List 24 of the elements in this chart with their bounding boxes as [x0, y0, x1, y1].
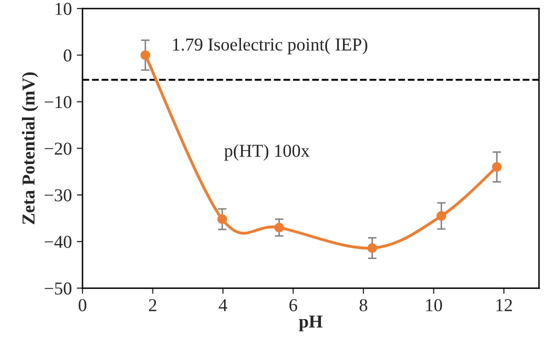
- x-tick-label: 0: [78, 299, 86, 312]
- y-tick-label: 0: [64, 49, 72, 62]
- y-tick-label: −50: [44, 282, 72, 295]
- x-tick-label: 10: [426, 299, 442, 312]
- annotation: 1.79 Isoelectric point( IEP): [173, 38, 368, 54]
- x-tick-label: 12: [496, 299, 512, 312]
- point: [217, 214, 228, 224]
- y-tick-label: 10: [56, 2, 72, 15]
- point: [436, 211, 446, 221]
- y-axis-title: Zeta Potential (mV): [22, 72, 38, 224]
- x-tick-label: 8: [360, 299, 368, 312]
- x-tick-label: 6: [289, 299, 298, 312]
- point: [140, 50, 150, 60]
- x-axis-title: pH: [298, 316, 322, 332]
- y-tick-label: −30: [44, 189, 72, 202]
- y-tick-label: −40: [44, 236, 72, 248]
- point: [367, 243, 378, 253]
- x-tick-label: 4: [218, 299, 228, 312]
- y-tick-label: −20: [44, 142, 72, 155]
- annotation: p(HT) 100x: [224, 144, 310, 161]
- point: [492, 162, 502, 172]
- x-tick-label: 2: [149, 299, 156, 312]
- y-tick-label: −10: [44, 96, 72, 108]
- point: [274, 222, 284, 232]
